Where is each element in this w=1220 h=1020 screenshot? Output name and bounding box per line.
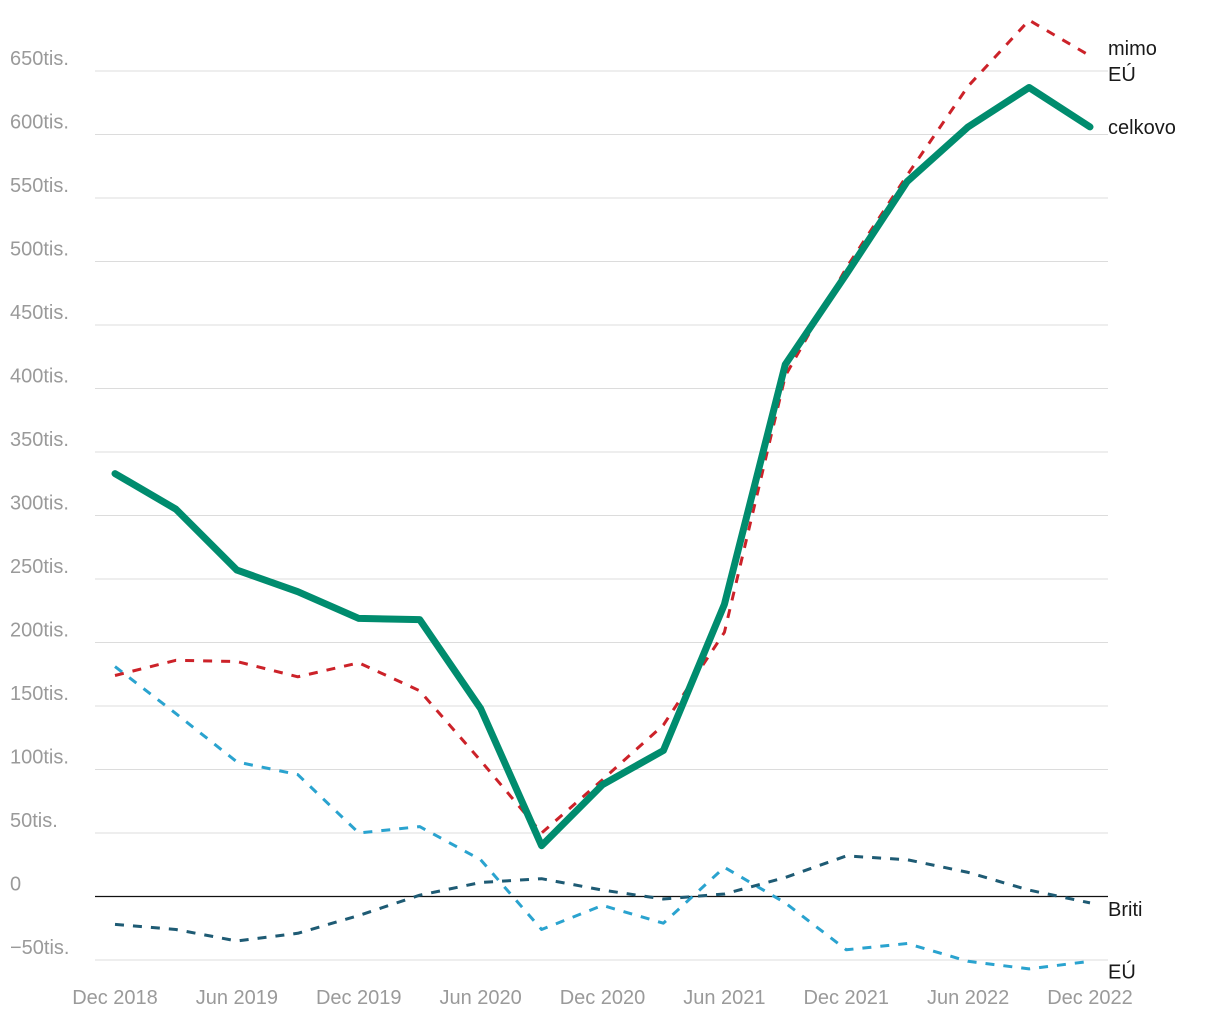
series-lines xyxy=(111,18,1094,971)
y-tick-label: 150tis. xyxy=(10,683,69,705)
y-tick-label: 0 xyxy=(10,874,21,896)
y-tick-label: 600tis. xyxy=(10,112,69,134)
y-tick-label: 100tis. xyxy=(10,747,69,769)
y-tick-label: 50tis. xyxy=(10,810,58,832)
y-tick-label: 250tis. xyxy=(10,556,69,578)
x-tick-label: Dec 2018 xyxy=(72,987,158,1009)
y-tick-label: 200tis. xyxy=(10,620,69,642)
y-tick-label: 450tis. xyxy=(10,302,69,324)
y-tick-label: 300tis. xyxy=(10,493,69,515)
x-tick-label: Jun 2022 xyxy=(927,987,1009,1009)
series-label-mimo-eu: mimo EÚ xyxy=(1108,38,1157,86)
y-axis-tick-labels: 650tis. 600tis. 550tis. 500tis. 450tis. 400ti… xyxy=(10,48,69,959)
series-label-eu: EÚ xyxy=(1108,960,1136,983)
y-tick-label: 500tis. xyxy=(10,239,69,261)
x-tick-label: Dec 2019 xyxy=(316,987,402,1009)
series-line-celkovo xyxy=(111,84,1094,850)
x-tick-label: Jun 2019 xyxy=(196,987,278,1009)
series-line-eu xyxy=(114,665,1091,971)
x-tick-label: Jun 2020 xyxy=(439,987,521,1009)
y-tick-label: 350tis. xyxy=(10,429,69,451)
x-axis-tick-labels: Dec 2018 Jun 2019 Dec 2019 Jun 2020 Dec 2020… xyxy=(72,987,1133,1009)
x-tick-label: Dec 2020 xyxy=(560,987,646,1009)
series-labels: EÚ Briti mimo EÚ celkovo xyxy=(1108,38,1176,984)
x-tick-label: Dec 2022 xyxy=(1047,987,1133,1009)
y-tick-label: 400tis. xyxy=(10,366,69,388)
gridlines xyxy=(95,70,1108,961)
x-tick-label: Dec 2021 xyxy=(803,987,889,1009)
series-line-briti xyxy=(114,854,1091,943)
series-label-briti: Briti xyxy=(1108,899,1142,921)
series-label-celkovo: celkovo xyxy=(1108,117,1176,139)
y-tick-label: 650tis. xyxy=(10,48,69,70)
x-tick-label: Jun 2021 xyxy=(683,987,765,1009)
series-line-mimo-eu xyxy=(114,18,1091,835)
y-tick-label: 550tis. xyxy=(10,175,69,197)
y-tick-label: −50tis. xyxy=(10,937,69,959)
